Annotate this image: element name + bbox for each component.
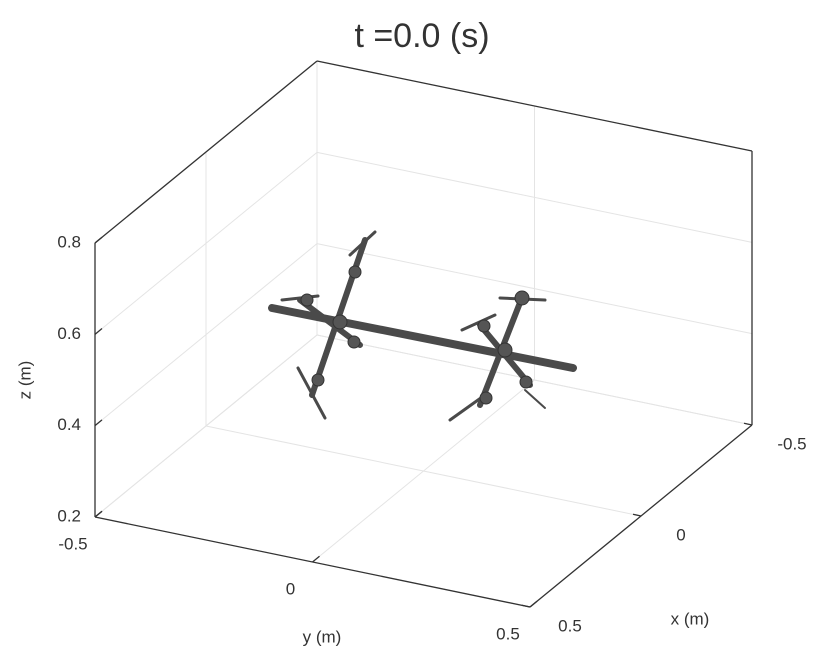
axis-line — [316, 60, 753, 152]
grid-line — [205, 425, 642, 517]
tick-mark — [94, 236, 103, 244]
tick-mark — [312, 555, 320, 563]
y-tick-label: 0.5 — [496, 624, 520, 643]
z-tick-label: 0.8 — [57, 232, 81, 251]
x-tick-label: -0.5 — [777, 434, 806, 453]
quadrotor — [280, 230, 377, 420]
z-axis-label: z (m) — [15, 361, 34, 400]
rotor — [348, 230, 377, 257]
motor — [300, 293, 314, 307]
chart-title: t =0.0 (s) — [354, 17, 489, 55]
rotor — [296, 366, 327, 420]
z-tick-label: 0.2 — [57, 506, 81, 525]
tick-mark — [94, 328, 103, 335]
y-tick-label: -0.5 — [58, 534, 87, 553]
rotor — [448, 393, 487, 422]
y-axis-label: y (m) — [303, 627, 342, 646]
tick-mark — [529, 600, 538, 608]
rotor — [524, 389, 546, 409]
x-axis-label: x (m) — [671, 609, 710, 628]
motor — [477, 319, 491, 333]
y-tick-label: 0 — [286, 579, 295, 598]
hub — [497, 342, 513, 358]
motor — [311, 373, 325, 387]
x-tick-label: 0 — [676, 525, 685, 544]
tick-mark — [632, 513, 642, 517]
hub — [332, 314, 348, 330]
grid — [94, 60, 753, 608]
payload-bar — [268, 304, 577, 372]
tick-mark — [94, 419, 103, 427]
z-tick-label: 0.6 — [57, 324, 81, 343]
axes-box — [94, 60, 753, 608]
motor — [479, 391, 493, 405]
motor — [514, 290, 530, 306]
motor — [347, 335, 361, 349]
motor — [348, 265, 362, 279]
x-tick-label: 0.5 — [558, 616, 582, 635]
quadrotor — [448, 290, 547, 422]
tick-mark — [94, 510, 103, 518]
rotor — [460, 313, 497, 332]
motor — [519, 375, 533, 389]
axis-line — [94, 60, 318, 244]
drone-model — [268, 230, 577, 422]
tick-mark — [743, 422, 753, 426]
z-tick-label: 0.4 — [57, 415, 81, 434]
tick-mark — [521, 604, 531, 608]
grid-line — [316, 334, 753, 426]
